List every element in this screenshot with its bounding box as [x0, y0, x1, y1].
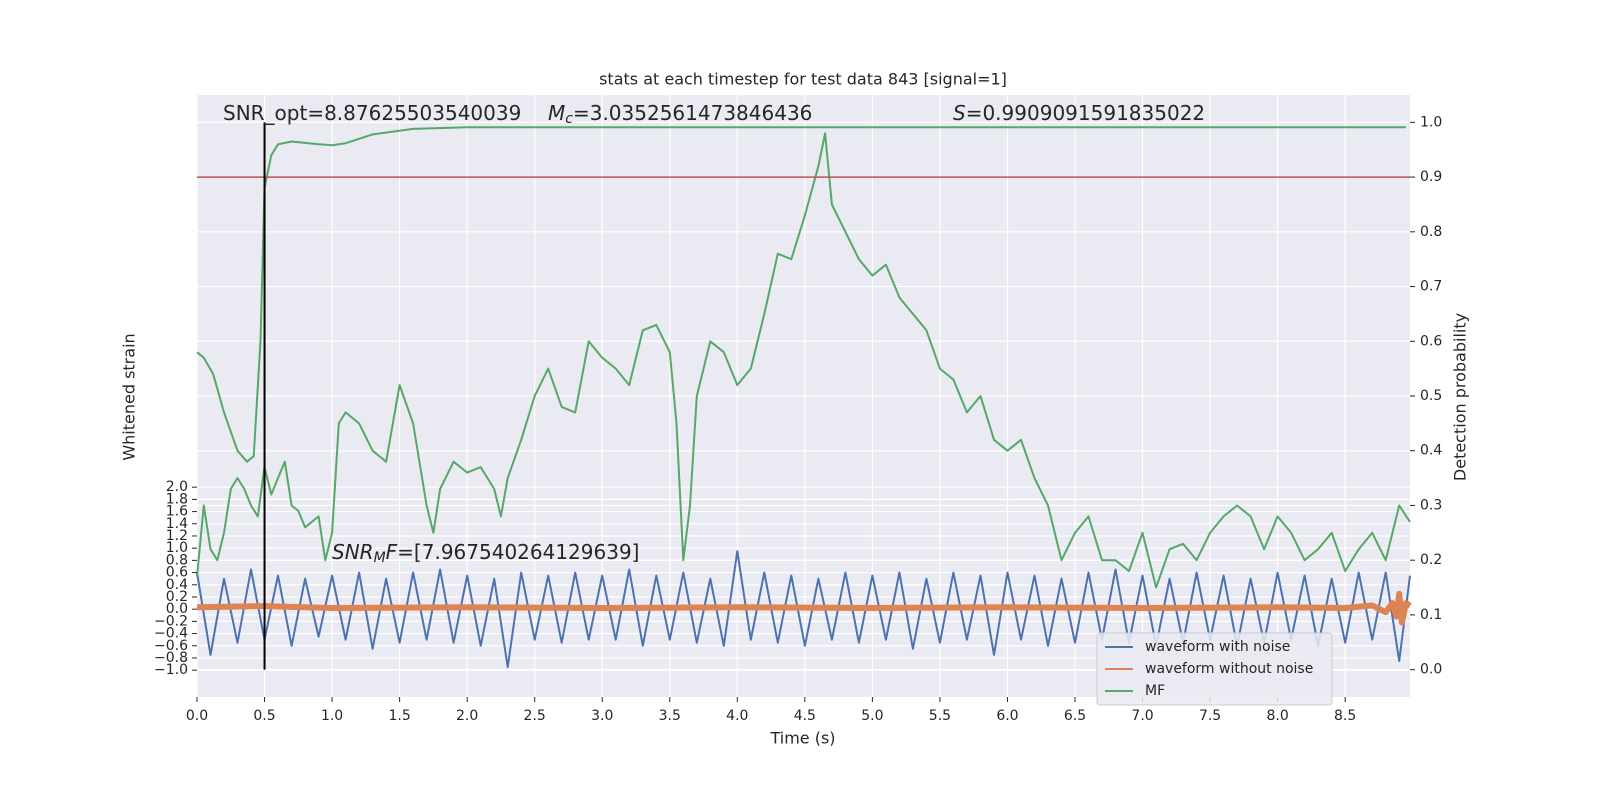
- x-tick-label: 8.0: [1266, 708, 1288, 724]
- y2-axis-label: Detection probability: [1451, 313, 1470, 481]
- y-tick-label: 0.0: [166, 601, 188, 617]
- y2-tick-label: 0.2: [1420, 552, 1442, 568]
- annotation-part: =[7.967540264129639]: [397, 540, 639, 564]
- x-tick-label: 3.5: [659, 708, 681, 724]
- x-tick-label: 1.0: [321, 708, 343, 724]
- annotation-part: c: [565, 111, 573, 127]
- annotation: SNR_opt=8.87625503540039: [223, 101, 521, 125]
- y2-tick-label: 0.7: [1420, 279, 1442, 295]
- annotation-part: S: [953, 101, 966, 125]
- y2-tick-label: 0.6: [1420, 333, 1442, 349]
- y2-tick-label: 0.4: [1420, 443, 1442, 459]
- x-tick-label: 5.0: [861, 708, 883, 724]
- annotation-part: M: [548, 101, 565, 125]
- x-tick-label: 6.0: [996, 708, 1018, 724]
- y-tick-label: 0.2: [166, 589, 188, 605]
- x-tick-label: 0.0: [186, 708, 208, 724]
- x-tick-label: 8.5: [1334, 708, 1356, 724]
- x-tick-label: 0.5: [253, 708, 275, 724]
- y2-tick-label: 0.0: [1420, 662, 1442, 678]
- x-tick-label: 7.0: [1131, 708, 1153, 724]
- annotation: SNRMF=[7.967540264129639]: [332, 540, 640, 567]
- x-tick-label: 2.0: [456, 708, 478, 724]
- y-tick-label: 1.8: [166, 491, 188, 507]
- series-line: [196, 590, 1412, 626]
- y-tick-label: −0.6: [154, 638, 188, 654]
- y-tick-label: 0.8: [166, 552, 188, 568]
- y-tick-label: 0.4: [166, 577, 188, 593]
- y2-tick-label: 0.8: [1420, 224, 1442, 240]
- legend-label: waveform with noise: [1145, 639, 1290, 655]
- y-tick-label: −0.2: [154, 613, 188, 629]
- x-tick-label: 1.5: [388, 708, 410, 724]
- annotation-part: SNR_opt=8.87625503540039: [223, 101, 521, 125]
- y2-tick-label: 0.1: [1420, 607, 1442, 623]
- y2-tick-label: 0.9: [1420, 169, 1442, 185]
- legend-label: waveform without noise: [1145, 661, 1313, 677]
- annotation-part: =3.0352561473846436: [573, 101, 812, 125]
- y-axis-label: Whitened strain: [120, 333, 139, 460]
- series-line: [196, 126, 1406, 463]
- x-tick-label: 5.5: [929, 708, 951, 724]
- x-tick-label: 7.5: [1199, 708, 1221, 724]
- x-tick-label: 4.5: [794, 708, 816, 724]
- x-tick-label: 2.5: [524, 708, 546, 724]
- annotation-part: =0.9909091591835022: [966, 101, 1205, 125]
- legend-box: [1096, 632, 1333, 706]
- y-tick-label: −0.8: [154, 650, 188, 666]
- y2-tick-label: 0.3: [1420, 497, 1442, 513]
- y-tick-label: −1.0: [154, 662, 188, 678]
- annotation-part: M: [374, 550, 386, 566]
- y-tick-label: 2.0: [166, 479, 188, 495]
- annotation: S=0.9909091591835022: [953, 101, 1205, 125]
- x-tick-label: 4.0: [726, 708, 748, 724]
- y2-tick-label: 0.5: [1420, 388, 1442, 404]
- chart-title: stats at each timestep for test data 843…: [599, 70, 1007, 89]
- y-tick-label: −0.4: [154, 626, 188, 642]
- y2-tick-label: 1.0: [1420, 114, 1442, 130]
- x-tick-label: 6.5: [1064, 708, 1086, 724]
- y-tick-label: 1.6: [166, 504, 188, 520]
- annotation-part: SNR: [332, 540, 374, 564]
- x-tick-label: 3.0: [591, 708, 613, 724]
- series-line: [196, 132, 1411, 589]
- x-axis-label: Time (s): [769, 729, 835, 748]
- y-tick-label: 1.2: [166, 528, 188, 544]
- y-tick-label: 1.0: [166, 540, 188, 556]
- legend-label: MF: [1145, 683, 1165, 699]
- annotation-part: F: [386, 540, 398, 564]
- y-tick-label: 0.6: [166, 565, 188, 581]
- annotation: Mc=3.0352561473846436: [548, 101, 812, 128]
- y-tick-label: 1.4: [166, 516, 188, 532]
